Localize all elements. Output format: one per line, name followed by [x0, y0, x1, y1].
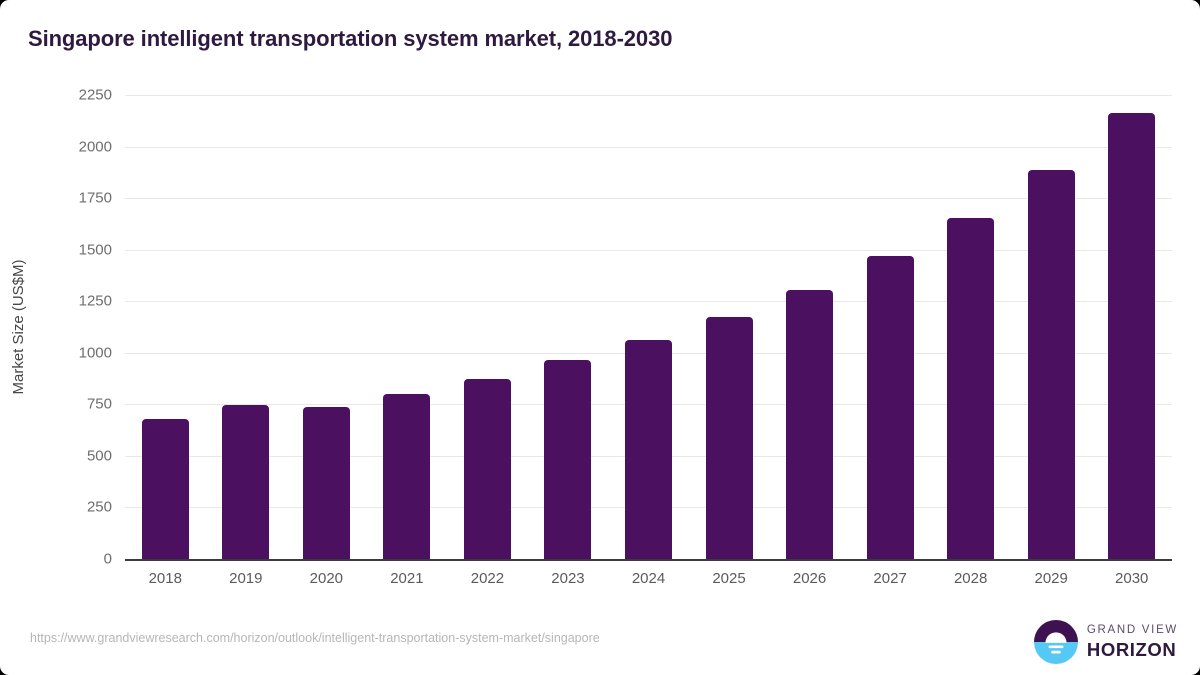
grand-view-horizon-sun-circle-icon — [1033, 620, 1078, 664]
source-url[interactable]: https://www.grandviewresearch.com/horizo… — [30, 631, 600, 645]
bar-2029[interactable] — [1027, 170, 1075, 559]
logo-wordmark: GRAND VIEW HORIZON — [1086, 624, 1178, 660]
x-axis-tick-label-2028: 2028 — [953, 570, 988, 587]
gridline — [125, 249, 1172, 251]
y-axis-tick-label: 1000 — [78, 344, 112, 362]
y-axis-tick-label: 1500 — [78, 241, 112, 259]
x-axis-tick-label-2018: 2018 — [148, 570, 182, 587]
bar-2023[interactable] — [544, 360, 592, 559]
gridline — [125, 301, 1172, 303]
bar-2020[interactable] — [302, 407, 350, 559]
x-axis-tick-label-2030: 2030 — [1115, 570, 1149, 587]
y-axis-tick-label: 2000 — [78, 138, 112, 156]
bar-2028[interactable] — [947, 217, 995, 559]
x-axis-tick-label-2022: 2022 — [470, 570, 505, 587]
y-axis-tick-label: 1250 — [78, 292, 112, 310]
y-axis-title: Market Size (US$M) — [10, 259, 27, 395]
bar-2027[interactable] — [866, 255, 914, 559]
bar-2019[interactable] — [222, 405, 270, 559]
bar-2030[interactable] — [1108, 112, 1156, 559]
x-axis-tick-label-2019: 2019 — [229, 570, 263, 587]
x-axis-tick-label-2029: 2029 — [1034, 570, 1068, 587]
x-axis-tick-label-2027: 2027 — [873, 570, 907, 587]
x-axis-tick-label-2021: 2021 — [390, 570, 424, 587]
gridline — [125, 95, 1172, 96]
x-axis-tick-label-2024: 2024 — [631, 570, 666, 587]
logo-text-horizon: HORIZON — [1086, 638, 1177, 660]
x-axis-tick-label-2026: 2026 — [792, 570, 827, 587]
x-axis-tick-label-2025: 2025 — [712, 570, 746, 587]
page-title: Singapore intelligent transportation sys… — [28, 26, 673, 51]
gridline — [125, 198, 1172, 200]
plot-area — [125, 95, 1172, 559]
bar-2024[interactable] — [625, 340, 672, 559]
bar-2026[interactable] — [786, 289, 834, 559]
x-axis-line — [125, 559, 1172, 561]
y-axis-tick-label: 750 — [86, 395, 112, 413]
y-axis-tick-label: 0 — [103, 550, 112, 568]
gridline — [125, 146, 1172, 148]
bar-2018[interactable] — [141, 418, 189, 559]
y-axis-tick-label: 500 — [86, 447, 112, 465]
bar-2025[interactable] — [705, 316, 753, 559]
logo-text-grand-view: GRAND VIEW — [1086, 624, 1178, 636]
x-axis-tick-label-2020: 2020 — [309, 570, 344, 587]
y-axis-tick-label: 250 — [86, 498, 112, 516]
x-axis-tick-label-2023: 2023 — [551, 570, 585, 587]
bar-2022[interactable] — [463, 378, 511, 559]
bar-2021[interactable] — [383, 394, 431, 559]
y-axis-tick-label: 2250 — [78, 86, 112, 104]
y-axis-tick-label: 1750 — [78, 189, 112, 207]
brand-logo: GRAND VIEW HORIZON — [1033, 620, 1178, 664]
